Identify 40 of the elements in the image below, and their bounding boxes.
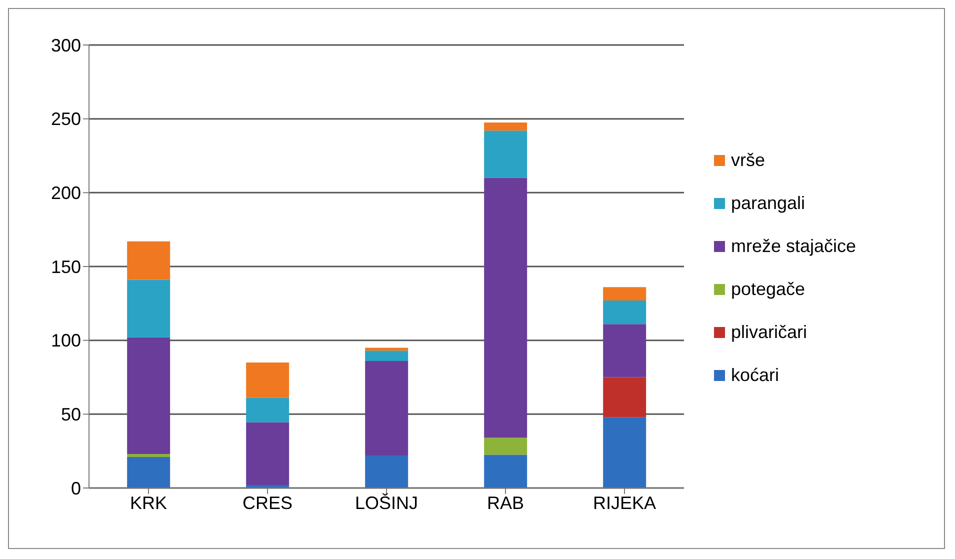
legend-label: mreže stajačice: [731, 236, 856, 256]
legend-label: parangali: [731, 192, 806, 214]
y-tick-label: 100: [50, 330, 81, 351]
bar: [246, 362, 290, 398]
bar: [365, 348, 408, 351]
x-tick-label: LOŠINJ: [354, 492, 418, 513]
bar: [484, 454, 528, 488]
x-tick-label: RAB: [486, 492, 524, 513]
bar: [127, 241, 170, 280]
bar: [603, 377, 646, 418]
y-tick-label: 300: [50, 35, 81, 56]
bar: [127, 456, 170, 488]
legend-label: potegače: [731, 278, 806, 300]
y-tick-label: 250: [50, 109, 81, 130]
x-tick-label: RIJEKA: [592, 492, 656, 513]
bar: [127, 337, 170, 454]
bar: [246, 398, 290, 422]
bar: [603, 417, 646, 488]
bar: [603, 287, 646, 300]
bar: [246, 422, 290, 486]
bar: [484, 130, 528, 178]
bar: [365, 350, 408, 362]
x-tick-label: CRES: [242, 492, 293, 513]
bar: [603, 300, 646, 324]
legend-label: koćari: [731, 364, 780, 386]
x-tick-label: KRK: [130, 492, 168, 513]
y-tick-label: 150: [50, 256, 81, 277]
y-tick-label: 0: [70, 478, 81, 498]
bar: [365, 456, 408, 488]
bar: [603, 324, 646, 378]
bar: [484, 178, 528, 438]
y-tick-label: 200: [50, 183, 81, 204]
legend-label: vrše: [731, 150, 766, 170]
bar: [127, 280, 170, 338]
legend-label: plivaričari: [731, 322, 808, 342]
bar: [127, 454, 170, 457]
y-tick-label: 50: [60, 404, 81, 425]
bar: [484, 122, 528, 131]
bar: [484, 438, 528, 455]
bar: [365, 361, 408, 456]
